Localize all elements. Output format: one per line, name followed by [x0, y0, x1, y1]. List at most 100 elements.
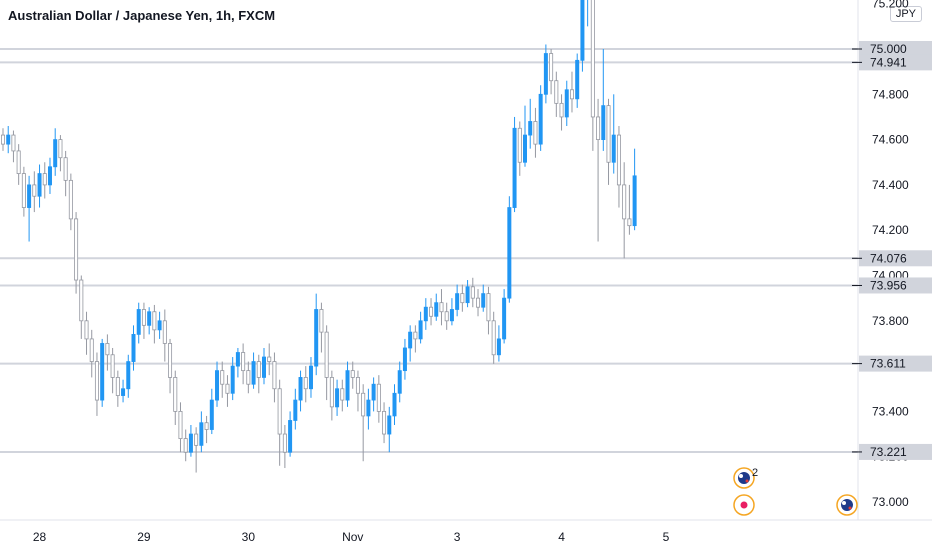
- candle[interactable]: [496, 325, 501, 362]
- candle[interactable]: [601, 49, 606, 151]
- candle[interactable]: [288, 411, 293, 457]
- candle[interactable]: [6, 126, 11, 154]
- candle[interactable]: [423, 298, 428, 330]
- candle[interactable]: [622, 162, 627, 259]
- candle[interactable]: [209, 388, 214, 435]
- candle[interactable]: [340, 379, 345, 412]
- candle[interactable]: [580, 0, 585, 72]
- candle[interactable]: [235, 347, 240, 378]
- candle[interactable]: [564, 80, 569, 127]
- candle[interactable]: [387, 406, 392, 453]
- candle[interactable]: [277, 379, 282, 466]
- candle[interactable]: [199, 411, 204, 453]
- candle[interactable]: [345, 361, 350, 407]
- candle[interactable]: [408, 325, 413, 362]
- candle[interactable]: [58, 135, 63, 172]
- candle[interactable]: [314, 293, 319, 376]
- candle[interactable]: [554, 71, 559, 117]
- candle[interactable]: [366, 388, 371, 430]
- candle[interactable]: [27, 175, 32, 242]
- candle[interactable]: [303, 366, 308, 403]
- candle[interactable]: [575, 53, 580, 108]
- candle[interactable]: [230, 357, 235, 401]
- candle[interactable]: [319, 302, 324, 353]
- candle[interactable]: [429, 298, 434, 326]
- candle[interactable]: [84, 311, 89, 355]
- candle[interactable]: [606, 98, 611, 185]
- candle[interactable]: [131, 325, 136, 371]
- candle[interactable]: [361, 384, 366, 462]
- candle[interactable]: [141, 302, 146, 339]
- candle[interactable]: [590, 0, 595, 151]
- candle[interactable]: [335, 379, 340, 416]
- candle[interactable]: [543, 44, 548, 104]
- candle[interactable]: [324, 325, 329, 401]
- candle[interactable]: [371, 377, 376, 412]
- candle[interactable]: [481, 284, 486, 312]
- candle[interactable]: [465, 280, 470, 308]
- candle[interactable]: [42, 162, 47, 199]
- candle[interactable]: [251, 352, 256, 389]
- candle[interactable]: [173, 370, 178, 425]
- candle[interactable]: [444, 302, 449, 330]
- candle[interactable]: [329, 370, 334, 421]
- candle[interactable]: [11, 130, 16, 163]
- candle[interactable]: [246, 361, 251, 394]
- candle[interactable]: [105, 334, 110, 371]
- candle[interactable]: [157, 311, 162, 339]
- candle[interactable]: [402, 338, 407, 380]
- candle[interactable]: [63, 150, 68, 197]
- candle[interactable]: [220, 361, 225, 398]
- candle[interactable]: [355, 370, 360, 412]
- candle[interactable]: [215, 361, 220, 407]
- candle[interactable]: [549, 49, 554, 95]
- candle[interactable]: [512, 116, 517, 213]
- candle[interactable]: [272, 352, 277, 403]
- candle[interactable]: [632, 148, 637, 231]
- candle[interactable]: [350, 361, 355, 389]
- candle[interactable]: [538, 85, 543, 151]
- candle[interactable]: [168, 338, 173, 394]
- candle[interactable]: [434, 293, 439, 321]
- candle[interactable]: [470, 277, 475, 308]
- candle[interactable]: [596, 98, 601, 242]
- candle[interactable]: [183, 429, 188, 462]
- candle[interactable]: [204, 415, 209, 444]
- candle[interactable]: [586, 0, 589, 27]
- candle[interactable]: [47, 157, 52, 194]
- candle[interactable]: [502, 289, 507, 344]
- event-flag-japan[interactable]: [733, 494, 755, 516]
- candle[interactable]: [293, 388, 298, 430]
- candle[interactable]: [611, 94, 616, 174]
- candle[interactable]: [523, 105, 528, 167]
- candle[interactable]: [392, 384, 397, 425]
- candle[interactable]: [261, 347, 266, 385]
- candle[interactable]: [0, 128, 6, 151]
- candle[interactable]: [298, 370, 303, 412]
- event-flag-australia-2[interactable]: [836, 494, 858, 516]
- candle[interactable]: [94, 352, 99, 416]
- candle[interactable]: [68, 173, 73, 231]
- candle[interactable]: [79, 275, 84, 339]
- candle[interactable]: [308, 357, 313, 398]
- candle[interactable]: [455, 284, 460, 317]
- candle[interactable]: [382, 402, 387, 444]
- candle[interactable]: [616, 126, 621, 208]
- candle[interactable]: [418, 311, 423, 344]
- candle[interactable]: [517, 121, 522, 176]
- candle[interactable]: [225, 375, 230, 407]
- candle[interactable]: [449, 298, 454, 326]
- candle[interactable]: [376, 375, 381, 423]
- candle[interactable]: [194, 427, 199, 473]
- candle[interactable]: [491, 311, 496, 364]
- candle[interactable]: [569, 71, 574, 113]
- candle[interactable]: [21, 166, 26, 217]
- candle[interactable]: [241, 343, 246, 385]
- candle[interactable]: [32, 171, 37, 213]
- candle[interactable]: [439, 289, 444, 326]
- candle[interactable]: [126, 354, 131, 398]
- candle[interactable]: [37, 164, 42, 208]
- candle[interactable]: [486, 286, 491, 335]
- currency-badge[interactable]: JPY: [889, 6, 922, 22]
